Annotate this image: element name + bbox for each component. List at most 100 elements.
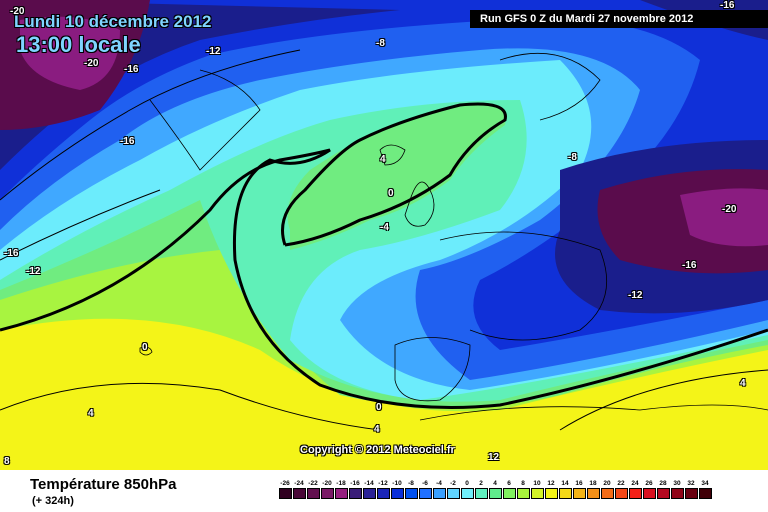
scale-cell: -20 xyxy=(320,479,334,499)
coast-scandinavia xyxy=(499,52,601,121)
scale-swatch xyxy=(320,488,334,499)
scale-swatch xyxy=(390,488,404,499)
scale-swatch xyxy=(614,488,628,499)
scale-label: 30 xyxy=(673,480,681,487)
coast-azores xyxy=(139,346,153,356)
scale-swatch xyxy=(572,488,586,499)
scale-cell: -16 xyxy=(348,479,362,499)
field-purple-nw-core xyxy=(20,16,120,91)
scale-label: 26 xyxy=(645,480,653,487)
scale-swatch xyxy=(670,488,684,499)
scale-label: 22 xyxy=(617,480,625,487)
isotherm-zero xyxy=(0,148,768,409)
scale-cell: 14 xyxy=(558,479,572,499)
scale-swatch xyxy=(544,488,558,499)
scale-label: 2 xyxy=(479,480,483,487)
scale-cell: 20 xyxy=(600,479,614,499)
scale-label: 16 xyxy=(575,480,583,487)
scale-swatch xyxy=(460,488,474,499)
scale-cell: 10 xyxy=(530,479,544,499)
forecast-date: Lundi 10 décembre 2012 xyxy=(14,12,212,31)
scale-label: -8 xyxy=(408,480,414,487)
field-purple-east-core xyxy=(680,188,768,247)
isotherm-thin-3 xyxy=(0,382,381,431)
scale-swatch xyxy=(516,488,530,499)
scale-label: -16 xyxy=(350,480,360,487)
scale-swatch xyxy=(404,488,418,499)
isotherm-label: 0 xyxy=(376,402,382,413)
isotherm-label: 4 xyxy=(88,408,94,419)
scale-label: 6 xyxy=(507,480,511,487)
scale-cell: 16 xyxy=(572,479,586,499)
scale-swatch xyxy=(292,488,306,499)
scale-cell: -2 xyxy=(446,479,460,499)
scale-cell: 32 xyxy=(684,479,698,499)
scale-swatch xyxy=(488,488,502,499)
scale-cell: 6 xyxy=(502,479,516,499)
scale-label: 18 xyxy=(589,480,597,487)
scale-cell: 24 xyxy=(628,479,642,499)
scale-label: 0 xyxy=(465,480,469,487)
isotherm-label: -12 xyxy=(206,46,221,57)
scale-label: 34 xyxy=(701,480,709,487)
temperature-map: Lundi 10 décembre 2012 13:00 locale Run … xyxy=(0,0,768,470)
isotherm-label: -16 xyxy=(120,136,135,147)
scale-swatch xyxy=(474,488,488,499)
scale-label: 20 xyxy=(603,480,611,487)
scale-cell: 0 xyxy=(460,479,474,499)
isotherm-label: -16 xyxy=(682,260,697,271)
isotherm-thin-4 xyxy=(559,369,768,431)
coast-greenland xyxy=(149,69,261,171)
scale-swatch xyxy=(600,488,614,499)
scale-cell: -6 xyxy=(418,479,432,499)
isotherm-label: -16 xyxy=(124,64,139,75)
legend-title: Température 850hPa xyxy=(30,476,177,493)
scale-cell: 12 xyxy=(544,479,558,499)
scale-label: 8 xyxy=(521,480,525,487)
isotherm-label: 4 xyxy=(374,424,380,435)
isotherm-label: -20 xyxy=(722,204,737,215)
scale-swatch xyxy=(362,488,376,499)
coast-ireland xyxy=(379,144,406,166)
scale-label: -4 xyxy=(436,480,442,487)
scale-cell: -4 xyxy=(432,479,446,499)
scale-swatch xyxy=(698,488,712,499)
scale-cell: -22 xyxy=(306,479,320,499)
scale-cell: -26 xyxy=(278,479,292,499)
scale-swatch xyxy=(586,488,600,499)
copyright: Copyright © 2012 Meteociel.fr xyxy=(300,444,455,456)
isotherm-thin-1 xyxy=(0,49,301,201)
scale-cell: 26 xyxy=(642,479,656,499)
isotherm-label: -4 xyxy=(380,222,389,233)
scale-swatch xyxy=(334,488,348,499)
isotherm-label: -12 xyxy=(628,290,643,301)
scale-cell: 30 xyxy=(670,479,684,499)
isotherm-label: -20 xyxy=(10,6,25,17)
scale-label: -22 xyxy=(308,480,318,487)
scale-label: 10 xyxy=(533,480,541,487)
scale-cell: 8 xyxy=(516,479,530,499)
scale-cell: 2 xyxy=(474,479,488,499)
scale-cell: -10 xyxy=(390,479,404,499)
isotherm-label: -16 xyxy=(720,0,735,11)
isotherm-label: 12 xyxy=(488,452,500,463)
isotherm-label: -8 xyxy=(376,38,385,49)
scale-label: 32 xyxy=(687,480,695,487)
forecast-time: 13:00 locale xyxy=(16,32,141,57)
isotherm-label: -12 xyxy=(26,266,41,277)
scale-swatch xyxy=(656,488,670,499)
scale-label: -10 xyxy=(392,480,402,487)
scale-swatch xyxy=(376,488,390,499)
map-canvas xyxy=(0,0,768,470)
isotherm-label: -16 xyxy=(4,248,19,259)
scale-label: -18 xyxy=(336,480,346,487)
coast-britain xyxy=(404,181,435,227)
scale-label: -26 xyxy=(280,480,290,487)
coast-africa xyxy=(419,404,768,421)
scale-cell: -18 xyxy=(334,479,348,499)
isotherm-label: -8 xyxy=(568,152,577,163)
isotherm-label: 0 xyxy=(142,342,148,353)
scale-swatch xyxy=(432,488,446,499)
scale-cell: 4 xyxy=(488,479,502,499)
scale-cell: -24 xyxy=(292,479,306,499)
